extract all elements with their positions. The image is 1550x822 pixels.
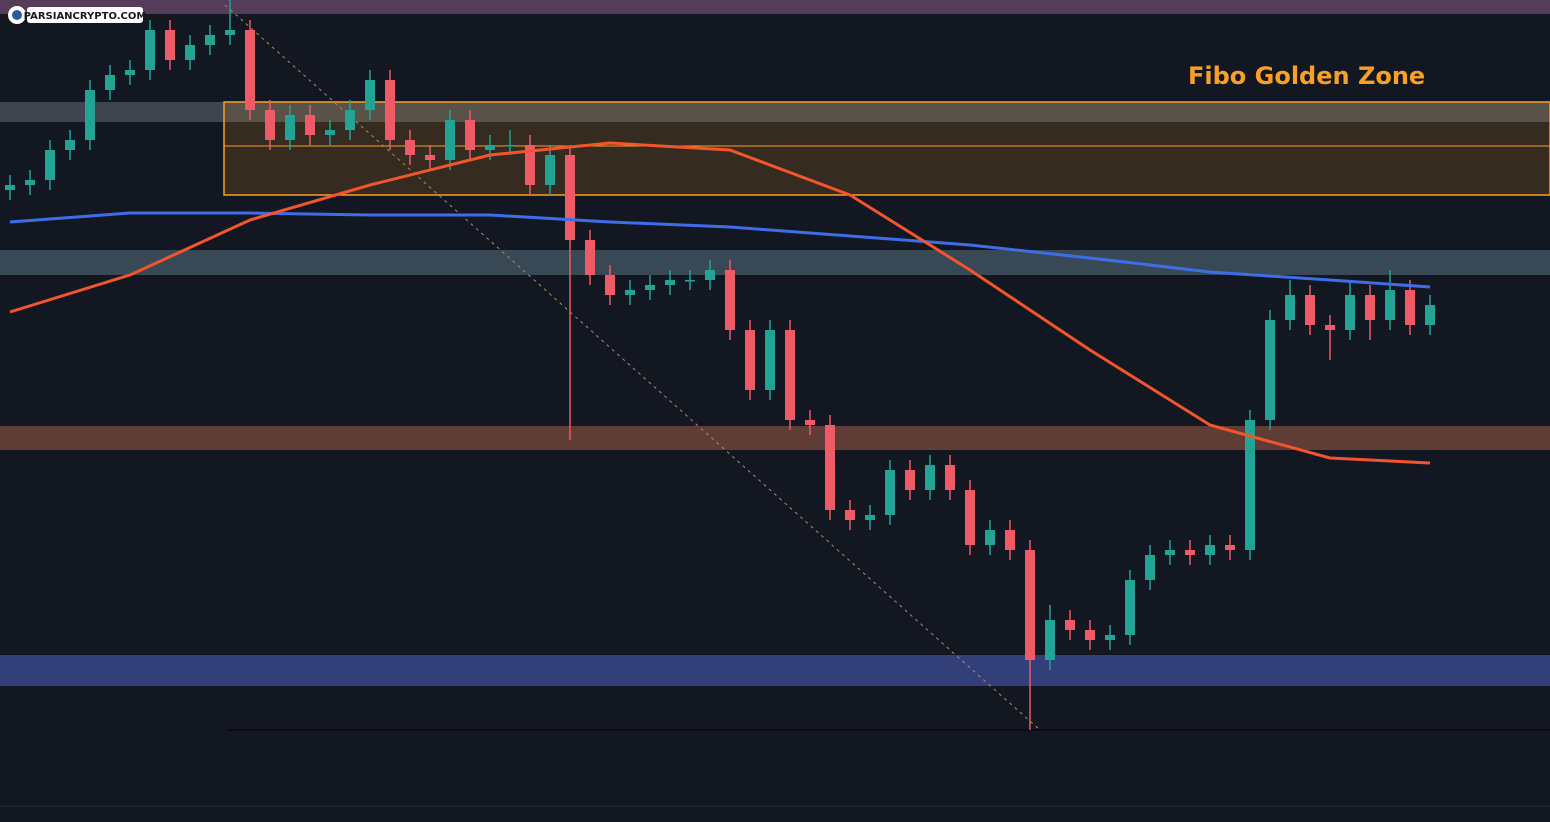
moving-average: [9, 141, 1431, 465]
candle-body: [345, 110, 355, 130]
candle-body: [1305, 295, 1315, 325]
watermark-text: PARSIANCRYPTO.COM: [24, 11, 147, 22]
candle-body: [265, 110, 275, 140]
candle-body: [965, 490, 975, 545]
watermark: PARSIANCRYPTO.COM: [8, 6, 146, 24]
candle-body: [1085, 630, 1095, 640]
candle-body: [105, 75, 115, 90]
moving-average: [9, 211, 1431, 289]
candle-body: [1045, 620, 1055, 660]
candle-body: [1385, 290, 1395, 320]
zone: [0, 250, 1550, 275]
candle-body: [1165, 550, 1175, 555]
candle-body: [825, 425, 835, 510]
candle-body: [485, 145, 495, 150]
candle-body: [565, 155, 575, 240]
candle-body: [725, 270, 735, 330]
candle-body: [125, 70, 135, 75]
fibo-zone: [223, 101, 1550, 196]
candle-body: [985, 530, 995, 545]
candle-body: [625, 290, 635, 295]
overlays: [224, 4, 1550, 731]
logo-inner: [12, 10, 22, 20]
candle-body: [785, 330, 795, 420]
candle-body: [45, 150, 55, 180]
candle-body: [1265, 320, 1275, 420]
candle-body: [1405, 290, 1415, 325]
candle-body: [545, 155, 555, 185]
candle-body: [25, 180, 35, 185]
candle-body: [505, 145, 515, 147]
candle-body: [865, 515, 875, 520]
candle-body: [525, 145, 535, 185]
candle-body: [1345, 295, 1355, 330]
candle-body: [705, 270, 715, 280]
candle-body: [465, 120, 475, 150]
annotation: Fibo Golden Zone: [1188, 62, 1425, 90]
candle-body: [245, 30, 255, 110]
candle-body: [765, 330, 775, 390]
candle-body: [685, 280, 695, 282]
candle-body: [65, 140, 75, 150]
candle-body: [585, 240, 595, 275]
candle-body: [1245, 420, 1255, 550]
zone: [0, 655, 1550, 686]
zone: [0, 426, 1550, 450]
candle-body: [405, 140, 415, 155]
candle-body: [1105, 635, 1115, 640]
candle-body: [925, 465, 935, 490]
candle-body: [5, 185, 15, 190]
candle-body: [1425, 305, 1435, 325]
watermark-bg: [27, 7, 143, 23]
candle-body: [285, 115, 295, 140]
candle-body: [225, 30, 235, 35]
candle-body: [425, 155, 435, 160]
candle-body: [1205, 545, 1215, 555]
candle-body: [1145, 555, 1155, 580]
candle-body: [205, 35, 215, 45]
candle-body: [805, 420, 815, 425]
candle-body: [885, 470, 895, 515]
candle-body: [905, 470, 915, 490]
candle-body: [745, 330, 755, 390]
candle-body: [1125, 580, 1135, 635]
candle-body: [1025, 550, 1035, 660]
candle-body: [185, 45, 195, 60]
candle-body: [605, 275, 615, 295]
candle-body: [1325, 325, 1335, 330]
candle-body: [945, 465, 955, 490]
candle-body: [385, 80, 395, 140]
candle-body: [325, 130, 335, 135]
candle-body: [365, 80, 375, 110]
candle-body: [845, 510, 855, 520]
candle-body: [165, 30, 175, 60]
candle-body: [645, 285, 655, 290]
candles: [5, 0, 1435, 730]
moving-averages: [9, 141, 1431, 465]
candle-body: [1225, 545, 1235, 550]
candle-body: [1005, 530, 1015, 550]
candle-body: [85, 90, 95, 140]
zone: [0, 0, 1550, 14]
candle-body: [145, 30, 155, 70]
candle-body: [445, 120, 455, 160]
candle-body: [1365, 295, 1375, 320]
candle-body: [1065, 620, 1075, 630]
candle-body: [305, 115, 315, 135]
candle-body: [1185, 550, 1195, 555]
candle-body: [665, 280, 675, 285]
candle-body: [1285, 295, 1295, 320]
